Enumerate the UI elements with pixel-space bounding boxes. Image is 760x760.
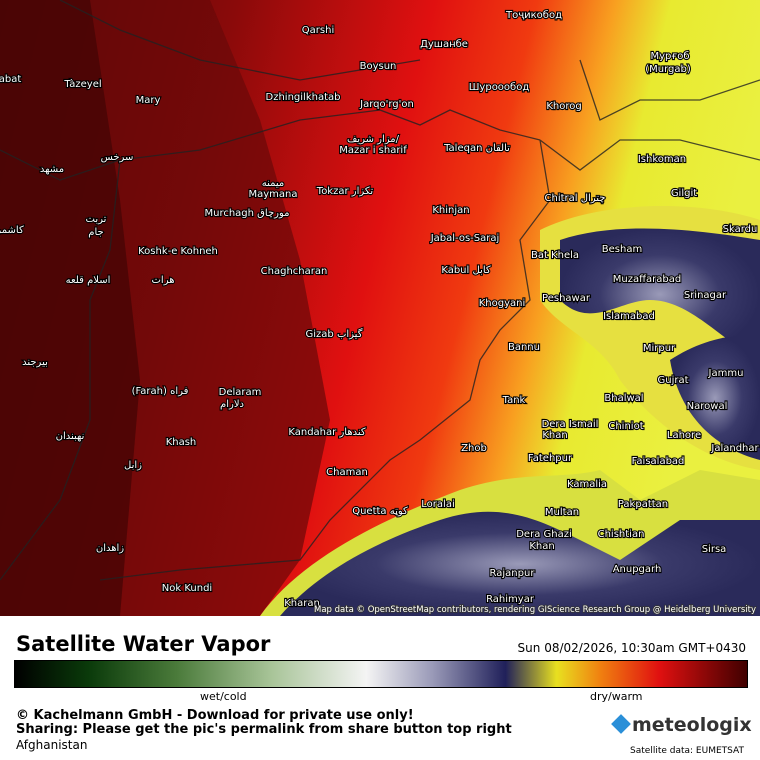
place-label: Sirsa [702,544,727,555]
datetime: Sun 08/02/2026, 10:30am GMT+0430 [517,641,746,655]
place-label: Koshk-e Kohneh [138,246,218,257]
place-label: دلارام [220,399,244,410]
place-label: Kamalia [567,479,607,490]
place-label: Khan [542,430,567,441]
place-label: جام [88,227,103,238]
footer: Satellite Water Vapor Sun 08/02/2026, 10… [0,616,760,760]
place-label: نهبندان [56,431,85,442]
place-label: Lahore [667,430,701,441]
place-label: Khinjan [432,205,469,216]
place-label: Jalandhar [710,443,759,454]
title: Satellite Water Vapor [16,632,271,656]
place-label: Tokzar تکزار [316,186,374,197]
place-label: زابل [124,460,142,471]
place-label: Quetta کوټه [352,506,408,517]
place-label: Dzhingilkhatab [266,92,341,103]
place-label: Delaram [219,387,262,398]
place-label: زاهدان [96,543,124,554]
place-label: Tàzeyel [63,78,101,90]
place-label: میمنه [262,178,285,189]
place-label: Maymana [248,189,297,200]
place-label: بیرجند [22,357,48,368]
place-label: Chishtian [598,529,645,540]
place-label: Tank [502,395,526,406]
place-label: Pakpattan [618,499,668,510]
color-scale [14,660,748,688]
place-label: Chaman [326,467,368,478]
place-label: Murchagh مورچاق [204,208,289,219]
place-label: Bat Khela [531,250,579,261]
region: Afghanistan [16,738,88,752]
place-label: Dera Ismail [542,419,599,430]
place-label: Besham [602,244,642,255]
place-label: Ishkoman [638,154,686,165]
place-label: Rahimyar [486,594,535,605]
place-label: (Farah) فراه [132,386,189,397]
place-label: Chaghcharan [261,266,328,277]
place-label: Jabal-os-Saraj [430,233,500,244]
place-label: Skardu [723,224,758,235]
place-label: Khogyani [479,298,526,309]
place-label: Jarqo'rg'on [359,99,414,110]
place-label: Taleqan تالقان [443,143,510,154]
place-label: اسلام قلعه [66,275,111,286]
scale-right: dry/warm [590,690,643,703]
logo-icon [611,714,631,734]
place-label: Khan [529,541,554,552]
place-label: Loralai [421,499,454,510]
place-label: Chiniot [608,421,643,432]
place-label: Islamabad [603,311,655,322]
place-label: Mazar i sharif [339,145,407,156]
satellite-map: Qarshi Душанбе Boysun Tàzeyel Mary Dzhingilkh… [0,0,760,616]
place-label: Kharan [284,598,320,609]
place-label: Peshawar [542,293,591,304]
place-label: Mirpur [643,343,676,354]
place-label: Kabul کابل [441,265,491,276]
place-label: Fatehpur [528,453,573,464]
place-label: Khorog [546,101,581,112]
place-label: Gujrat [657,375,688,386]
place-label: Chitral چترال [545,193,606,204]
place-label: Bhalwal [604,393,643,404]
place-label: Gilgit [671,188,697,199]
place-label: کاشمر [0,225,24,236]
brand: meteologix [632,714,752,736]
place-label: Rajanpur [490,568,536,579]
place-label: Narowal [687,401,728,412]
place-label: Mary [136,95,161,106]
place-label: Boysun [360,61,397,72]
place-label: Dera Ghazi [516,529,572,540]
place-label: Bannu [508,342,540,353]
place-label: abat [0,74,21,85]
place-label: Zhob [461,443,487,454]
place-label: Nok Kundi [162,583,212,594]
place-label: مشهد [40,164,64,175]
place-label: هرات [152,275,175,286]
place-label: Qarshi [302,25,334,36]
place-label: Тоҷикобод [505,10,562,21]
place-label: سرخس [101,152,134,163]
scale-left: wet/cold [200,690,247,703]
place-label: Muzaffarabad [613,274,681,285]
place-label: Khash [166,437,197,448]
attribution: Map data © OpenStreetMap contributors, r… [314,605,756,615]
source: Satellite data: EUMETSAT [630,746,744,756]
sharing: Sharing: Please get the pic's permalink … [16,722,512,737]
copyright: © Kachelmann GmbH - Download for private… [16,708,414,723]
place-label: Multan [545,507,579,518]
place-label: Faisalabad [632,456,685,467]
place-label: (Murgab) [645,64,691,75]
place-label: Gizab گیزاب [306,328,363,340]
place-label: Anupgarh [613,564,662,575]
place-label: تربت [86,214,107,225]
place-label: Kandahar کندهار [288,427,366,438]
place-label: Jammu [708,368,744,379]
place-label: Шуроообод [469,82,530,93]
place-label: Мурғоб [650,51,689,62]
place-label: Srinagar [684,290,727,301]
place-label: مزار شریف/ [347,134,400,145]
place-label: Душанбе [420,39,468,50]
